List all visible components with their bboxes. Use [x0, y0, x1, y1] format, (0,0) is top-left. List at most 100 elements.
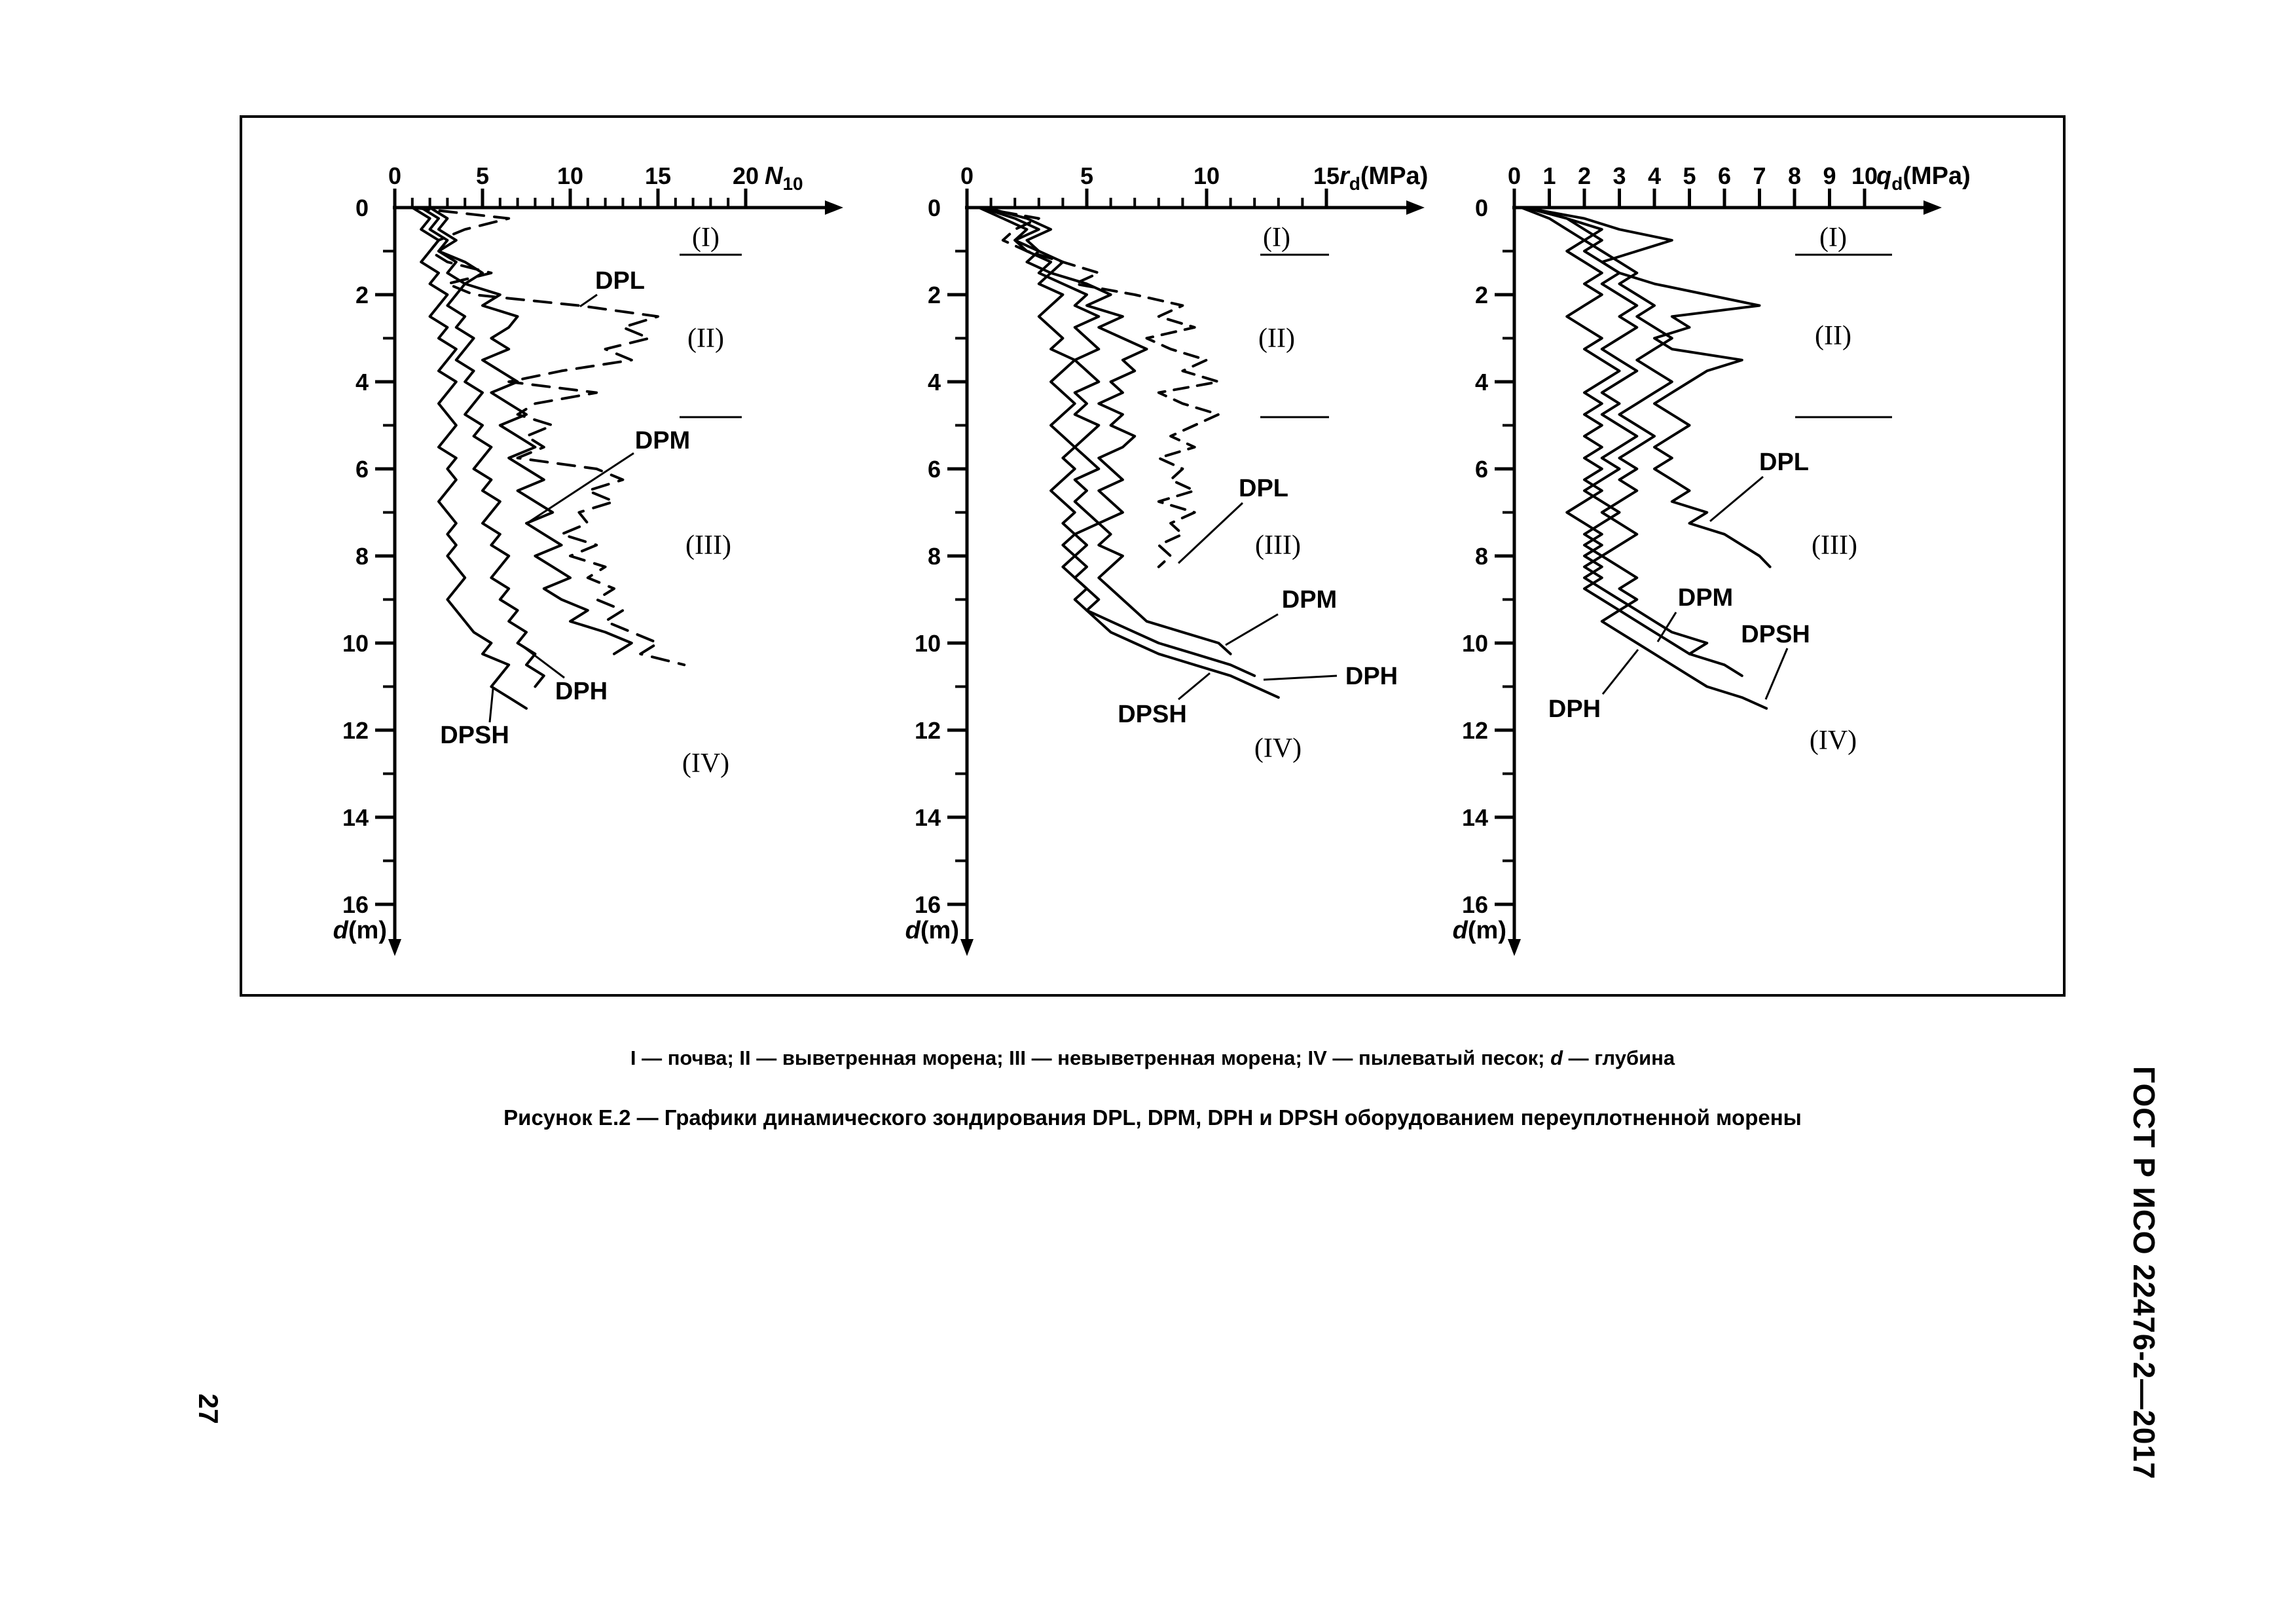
depth-tick-label: 16 — [915, 891, 941, 918]
leader-line — [1177, 502, 1244, 564]
x-axis-arrow-icon — [825, 200, 843, 215]
depth-tick-label: 10 — [1462, 630, 1488, 657]
depth-tick-label: 12 — [1462, 717, 1488, 744]
depth-tick-label: 10 — [915, 630, 941, 657]
depth-tick-label: 4 — [928, 369, 941, 396]
depth-tick-label: 6 — [355, 456, 369, 483]
curve-dpsh — [1520, 206, 1768, 710]
x-tick-label: 0 — [960, 162, 974, 189]
zone-label-ii: (II) — [1815, 321, 1851, 351]
depth-tick-label: 12 — [342, 717, 369, 744]
x-tick-label: 15 — [1313, 162, 1339, 189]
x-axis-arrow-icon — [1923, 200, 1942, 215]
depth-tick-label: 16 — [1462, 891, 1488, 918]
curve-label-dph: DPH — [555, 678, 608, 705]
x-tick-label: 5 — [476, 162, 489, 189]
legend-text-tail: — глубина — [1563, 1046, 1675, 1069]
x-tick-label: 5 — [1683, 162, 1696, 189]
leader-line — [1225, 613, 1279, 646]
curve-dpl — [1523, 206, 1772, 568]
zone-label-iv: (IV) — [682, 748, 729, 779]
curve-label-dpl: DPL — [1239, 475, 1288, 502]
curve-dpl — [977, 206, 1220, 568]
curve-label-dpm: DPM — [1282, 586, 1337, 614]
x-axis-title: N10 — [765, 162, 803, 194]
depth-tick-label: 8 — [1475, 543, 1488, 570]
depth-tick-label: 12 — [915, 717, 941, 744]
zone-label-i: (I) — [1819, 223, 1847, 253]
depth-tick-label: 6 — [928, 456, 941, 483]
depth-tick-label: 8 — [355, 543, 369, 570]
legend-depth-symbol: d — [1550, 1046, 1563, 1069]
x-tick-label: 9 — [1823, 162, 1836, 189]
figure-caption: Рисунок Е.2 — Графики динамического зонд… — [503, 1105, 1802, 1130]
x-axis-title: rd(MPa) — [1339, 162, 1428, 194]
chart-qd: 0 1 2 3 4 5 6 7 8 9 10qd(MPa)0246810121416d(m)(I)(… — [1453, 162, 1971, 956]
running-title: ГОСТ Р ИСО 22476-2—2017 — [2127, 1066, 2161, 1480]
leader-line — [528, 452, 634, 523]
curve-label-dpsh: DPSH — [1741, 621, 1810, 648]
curve-label-dpm: DPM — [635, 427, 690, 454]
depth-tick-label: 4 — [355, 369, 369, 396]
leader-line — [488, 688, 494, 723]
depth-tick-label: 16 — [342, 891, 369, 918]
curve-dpm — [1527, 206, 1691, 655]
figure-legend: I — почва; II — выветренная морена; III … — [240, 1046, 2066, 1070]
curve-dph — [1523, 206, 1743, 677]
curve-label-dph: DPH — [1548, 695, 1601, 723]
x-tick-label: 7 — [1753, 162, 1766, 189]
curve-label-dpl: DPL — [1759, 449, 1809, 476]
zone-label-i: (I) — [692, 223, 720, 253]
depth-tick-label: 0 — [355, 194, 369, 221]
depth-axis-title: d(m) — [905, 917, 959, 944]
zone-label-iii: (III) — [1255, 530, 1301, 561]
curve-label-dpm: DPM — [1678, 584, 1733, 612]
x-axis-title: qd(MPa) — [1876, 162, 1971, 194]
x-tick-label: 8 — [1788, 162, 1801, 189]
depth-axis-arrow-icon — [960, 939, 974, 956]
depth-axis-title: d(m) — [333, 917, 387, 944]
x-tick-label: 3 — [1613, 162, 1626, 189]
zone-label-ii: (II) — [687, 323, 724, 354]
leader-line — [1764, 648, 1789, 700]
x-tick-label: 1 — [1542, 162, 1556, 189]
page-number: 27 — [193, 1393, 224, 1424]
x-tick-label: 10 — [557, 162, 583, 189]
x-tick-label: 2 — [1578, 162, 1591, 189]
depth-tick-label: 4 — [1475, 369, 1488, 396]
curve-dph — [420, 206, 545, 688]
zone-label-iii: (III) — [685, 530, 731, 561]
x-tick-label: 0 — [388, 162, 401, 189]
curve-label-dpl: DPL — [595, 267, 645, 295]
curve-dpsh — [410, 206, 528, 710]
legend-text: I — почва; II — выветренная морена; III … — [630, 1046, 1551, 1069]
x-axis-arrow-icon — [1406, 200, 1425, 215]
zone-label-i: (I) — [1263, 223, 1290, 253]
x-tick-label: 5 — [1080, 162, 1093, 189]
leader-line — [1263, 674, 1338, 681]
depth-tick-label: 8 — [928, 543, 941, 570]
curve-dpl — [410, 206, 686, 667]
curve-label-dph: DPH — [1345, 663, 1398, 690]
x-tick-label: 15 — [645, 162, 671, 189]
zone-label-iv: (IV) — [1254, 733, 1302, 764]
zone-label-iv: (IV) — [1810, 726, 1857, 756]
x-tick-label: 6 — [1718, 162, 1731, 189]
curve-dpm — [985, 206, 1232, 655]
leader-line — [1178, 672, 1211, 701]
depth-axis-arrow-icon — [1508, 939, 1521, 956]
chart-n10: 0 5 10 15 20 N10 0 2 4 6 8 10 12 14 16d(m) (I) (II) (III)… — [333, 162, 843, 956]
chart-rd: 0 5 10 15 rd(MPa) 0 2 4 6 8 10 12 14 16d(m) (I) (II) (II… — [905, 162, 1428, 956]
curve-dpm — [428, 206, 633, 655]
zone-label-iii: (III) — [1812, 530, 1857, 561]
curve-dpsh — [977, 206, 1280, 699]
depth-axis-title: d(m) — [1453, 917, 1506, 944]
depth-axis-arrow-icon — [388, 939, 401, 956]
depth-tick-label: 10 — [342, 630, 369, 657]
curve-label-dpsh: DPSH — [1118, 701, 1187, 728]
x-tick-label: 20 — [733, 162, 759, 189]
depth-tick-label: 2 — [1475, 282, 1488, 308]
depth-tick-label: 2 — [355, 282, 369, 308]
